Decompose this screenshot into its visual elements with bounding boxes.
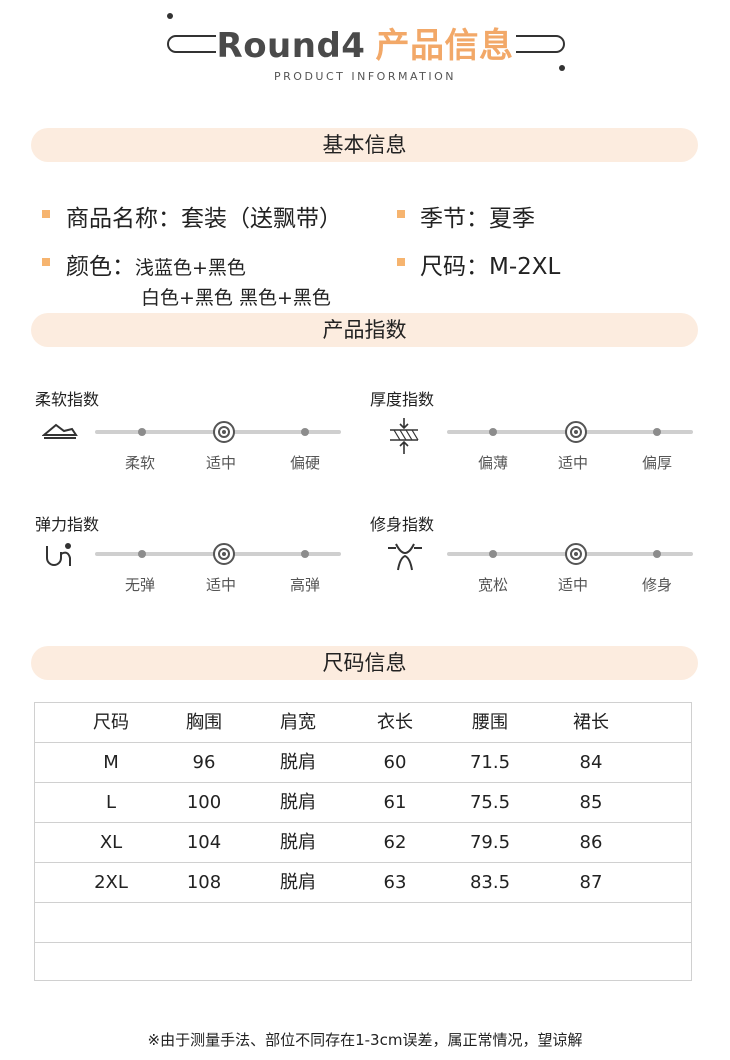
thickness-option-dot: [653, 428, 661, 436]
thickness-selected-marker: [565, 421, 587, 443]
page-subtitle: PRODUCT INFORMATION: [274, 70, 456, 83]
elasticity-icon: [46, 543, 71, 566]
bullet-icon: [42, 258, 50, 266]
fit-selected-marker: [565, 543, 587, 565]
color-label: 颜色：: [66, 254, 135, 280]
table-cell: 83.5: [469, 872, 511, 893]
fit-icon: [388, 543, 422, 571]
thickness-label-high: 偏厚: [641, 454, 672, 472]
table-row: 2XL 108 脱肩 63 83.5 87: [35, 863, 691, 903]
season-label: 季节：: [420, 206, 489, 232]
table-cell: 85: [579, 792, 603, 813]
fit-label-mid: 适中: [557, 576, 588, 594]
size-table: 尺码 胸围 肩宽 衣长 腰围 裙长 M 96 脱肩 60 71.5 84 L 1…: [34, 702, 692, 981]
bullet-icon: [397, 258, 405, 266]
table-header-cell: 衣长: [377, 712, 413, 733]
softness-label-low: 柔软: [124, 454, 155, 472]
table-cell: 104: [186, 832, 222, 853]
title-zh: 产品信息: [375, 26, 514, 66]
color-value-2: 白色+黑色 黑色+黑色: [141, 287, 331, 309]
fit-option-dot: [653, 550, 661, 558]
softness-label-high: 偏硬: [289, 454, 320, 472]
thickness-label-low: 偏薄: [477, 454, 508, 472]
table-cell: 脱肩: [280, 832, 316, 853]
season: 季节：夏季: [420, 199, 535, 233]
table-cell: 84: [579, 752, 603, 773]
size-range: 尺码：M-2XL: [420, 247, 560, 281]
color-value-1: 浅蓝色+黑色: [135, 257, 246, 279]
elasticity-option-dot: [138, 550, 146, 558]
table-header-cell: 裙长: [573, 712, 609, 733]
table-cell: 60: [383, 752, 407, 773]
table-cell: 100: [186, 792, 222, 813]
size-range-label: 尺码：: [420, 254, 489, 280]
basic-info-heading: 基本信息: [31, 128, 698, 162]
softness-label-mid: 适中: [205, 454, 236, 472]
table-row: XL 104 脱肩 62 79.5 86: [35, 823, 691, 863]
softness-option-dot: [301, 428, 309, 436]
elasticity-selected-marker: [213, 543, 235, 565]
table-row-empty: [35, 943, 691, 980]
product-name-value: 套装（送飘带）: [181, 206, 342, 232]
table-header-cell: 胸围: [186, 712, 222, 733]
softness-index-title: 柔软指数: [35, 390, 100, 409]
elasticity-label-high: 高弹: [289, 576, 320, 594]
thickness-label-mid: 适中: [557, 454, 588, 472]
elasticity-label-mid: 适中: [205, 576, 236, 594]
softness-option-dot: [138, 428, 146, 436]
table-cell: 2XL: [94, 872, 128, 893]
table-cell: 87: [579, 872, 603, 893]
table-cell: 脱肩: [280, 872, 316, 893]
fit-index-title: 修身指数: [370, 515, 435, 534]
table-header-cell: 腰围: [472, 712, 508, 733]
softness-selected-marker: [213, 421, 235, 443]
page-title: Round4 产品信息: [0, 18, 730, 67]
table-cell: 62: [383, 832, 407, 853]
table-cell: 75.5: [469, 792, 511, 813]
fit-label-low: 宽松: [477, 576, 508, 594]
table-header-cell: 肩宽: [280, 712, 316, 733]
table-cell: 61: [383, 792, 407, 813]
table-cell: 脱肩: [280, 792, 316, 813]
table-cell: M: [103, 752, 119, 773]
table-row: L 100 脱肩 61 75.5 85: [35, 783, 691, 823]
product-name-label: 商品名称：: [66, 206, 181, 232]
bullet-icon: [42, 210, 50, 218]
elasticity-label-low: 无弹: [124, 576, 155, 594]
table-cell: XL: [99, 832, 123, 853]
fit-label-high: 修身: [641, 576, 672, 594]
table-cell: 96: [192, 752, 216, 773]
thickness-option-dot: [489, 428, 497, 436]
table-row: M 96 脱肩 60 71.5 84: [35, 743, 691, 783]
softness-icon: [42, 423, 78, 439]
table-cell: 86: [579, 832, 603, 853]
size-info-heading: 尺码信息: [31, 646, 698, 680]
thickness-index-title: 厚度指数: [370, 390, 435, 409]
table-row-empty: [35, 903, 691, 943]
table-cell: 108: [186, 872, 222, 893]
table-header-row: 尺码 胸围 肩宽 衣长 腰围 裙长: [35, 703, 691, 743]
table-cell: 71.5: [469, 752, 511, 773]
fit-option-dot: [489, 550, 497, 558]
season-value: 夏季: [489, 206, 535, 232]
title-en: Round4: [216, 26, 366, 66]
table-cell: 79.5: [469, 832, 511, 853]
table-cell: 脱肩: [280, 752, 316, 773]
header-left-ornament: [167, 13, 216, 53]
product-index-heading: 产品指数: [31, 313, 698, 347]
table-cell: L: [105, 792, 117, 813]
size-range-value: M-2XL: [489, 254, 561, 280]
elasticity-option-dot: [301, 550, 309, 558]
table-cell: 63: [383, 872, 407, 893]
header-right-ornament: [516, 35, 565, 71]
product-name: 商品名称：套装（送飘带）: [66, 199, 342, 233]
table-header-cell: 尺码: [93, 712, 129, 733]
elasticity-index-title: 弹力指数: [35, 515, 100, 534]
measurement-note: ※由于测量手法、部位不同存在1-3cm误差，属正常情况，望谅解: [147, 1031, 583, 1049]
bullet-icon: [397, 210, 405, 218]
thickness-icon: [390, 418, 419, 454]
color: 颜色：浅蓝色+黑色: [66, 247, 246, 281]
